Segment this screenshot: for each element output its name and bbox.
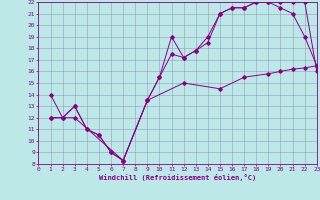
X-axis label: Windchill (Refroidissement éolien,°C): Windchill (Refroidissement éolien,°C) [99,174,256,181]
